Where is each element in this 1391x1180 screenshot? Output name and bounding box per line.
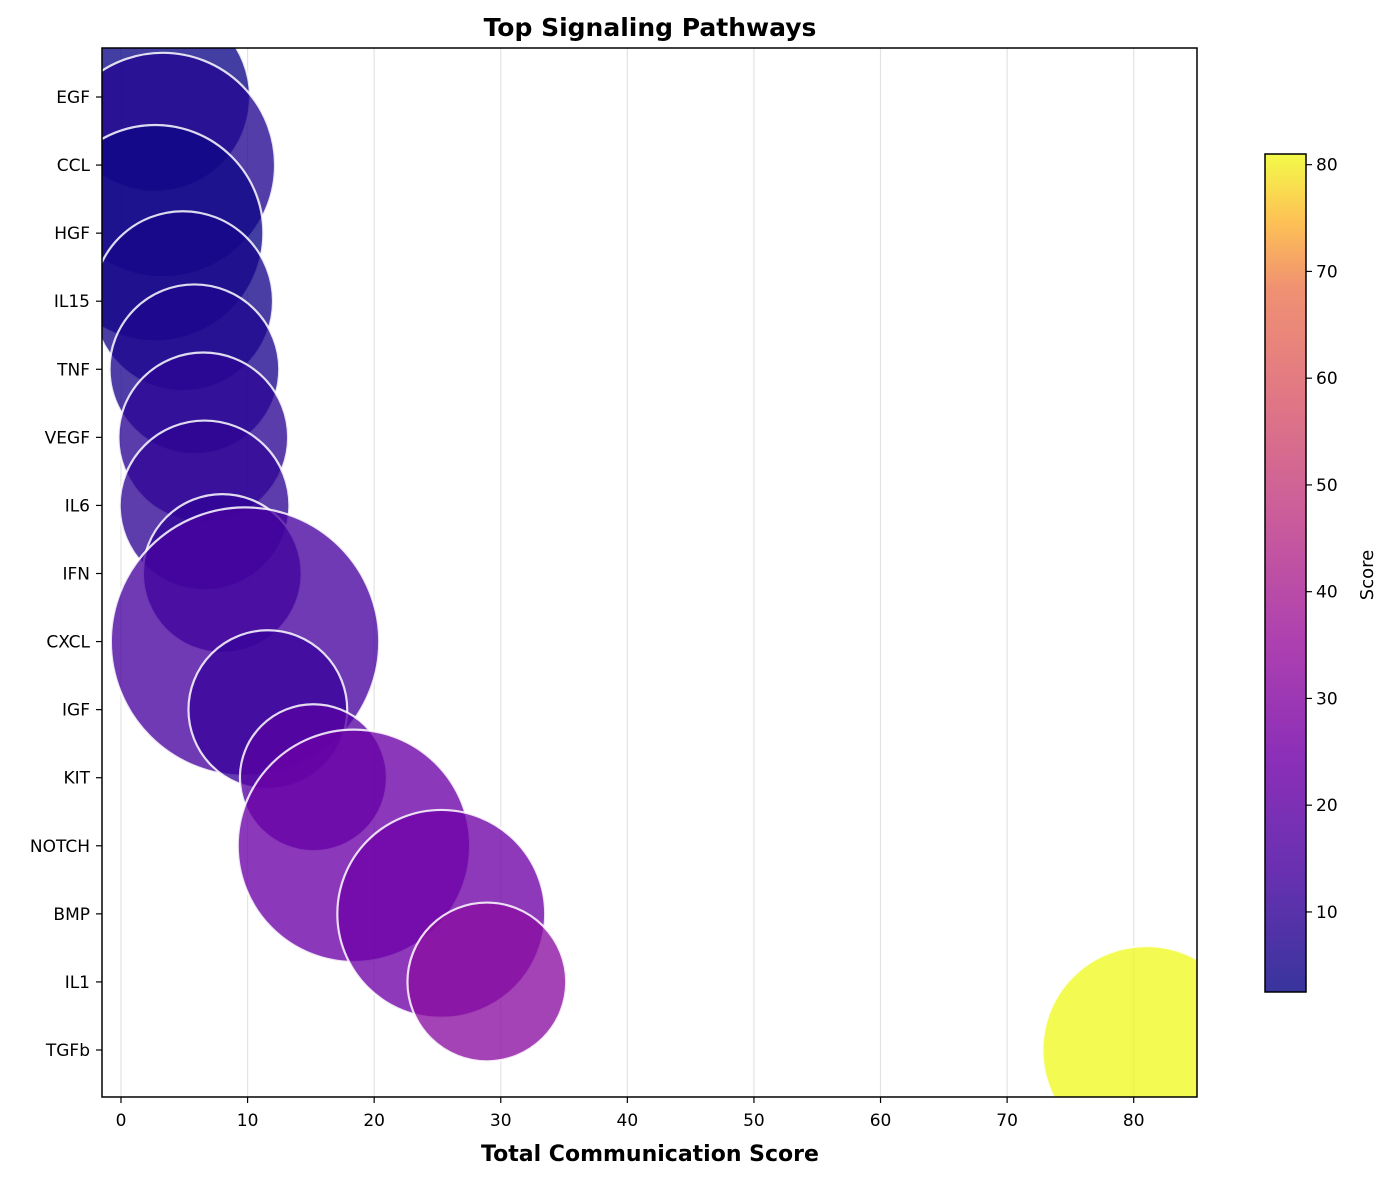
y-tick-label: IGF (62, 701, 90, 721)
chart-title: Top Signaling Pathways (484, 13, 817, 42)
colorbar-tick-label: 80 (1316, 156, 1338, 176)
x-tick-label: 60 (870, 1111, 892, 1131)
y-tick-label: CXCL (46, 633, 90, 653)
colorbar-label: Score (1357, 550, 1378, 600)
y-tick-label: TNF (56, 360, 90, 380)
y-tick-label: HGF (54, 224, 90, 244)
colorbar-tick-label: 10 (1316, 903, 1338, 923)
x-axis-ticks: 0 10 20 30 40 50 60 70 80 (116, 1097, 1145, 1131)
bubble-il1 (406, 901, 568, 1063)
x-tick-label: 40 (617, 1111, 639, 1131)
colorbar-frame (1264, 153, 1307, 993)
x-tick-label: 50 (743, 1111, 765, 1131)
bubble-tgfb (1041, 945, 1197, 1097)
x-axis-title: Total Communication Score (481, 1142, 819, 1167)
y-tick-label: NOTCH (30, 837, 90, 857)
y-tick-label: IL15 (54, 292, 90, 312)
colorbar-tick-label: 70 (1316, 262, 1338, 282)
colorbar-tick-label: 20 (1316, 796, 1338, 816)
colorbar-bar (1265, 154, 1306, 992)
y-tick-label: IL1 (65, 973, 90, 993)
colorbar-tick-label: 60 (1316, 369, 1338, 389)
plot-frame (101, 47, 1198, 1098)
y-tick-label: VEGF (45, 428, 90, 448)
y-tick-label: TGFb (45, 1041, 90, 1061)
colorbar-tick-label: 30 (1316, 689, 1338, 709)
x-tick-label: 70 (996, 1111, 1018, 1131)
y-tick-label: IFN (62, 565, 90, 585)
y-tick-label: KIT (63, 769, 90, 789)
y-tick-label: EGF (56, 88, 90, 108)
y-axis-ticks: EGF CCL HGF IL15 TNF VEGF IL6 IFN CXCL IGF KIT NOTC… (30, 88, 102, 1061)
x-tick-label: 30 (490, 1111, 512, 1131)
x-tick-label: 0 (116, 1111, 127, 1131)
colorbar-tick-label: 50 (1316, 476, 1338, 496)
y-tick-label: BMP (53, 905, 90, 925)
x-tick-label: 10 (237, 1111, 259, 1131)
y-tick-label: CCL (57, 156, 91, 176)
colorbar-ticks: 10 20 30 40 50 60 70 80 (1306, 156, 1338, 923)
x-tick-label: 80 (1123, 1111, 1145, 1131)
colorbar-tick-label: 40 (1316, 583, 1338, 603)
bubbles-layer (102, 48, 1197, 1097)
y-tick-label: IL6 (65, 496, 90, 516)
x-tick-label: 20 (363, 1111, 385, 1131)
